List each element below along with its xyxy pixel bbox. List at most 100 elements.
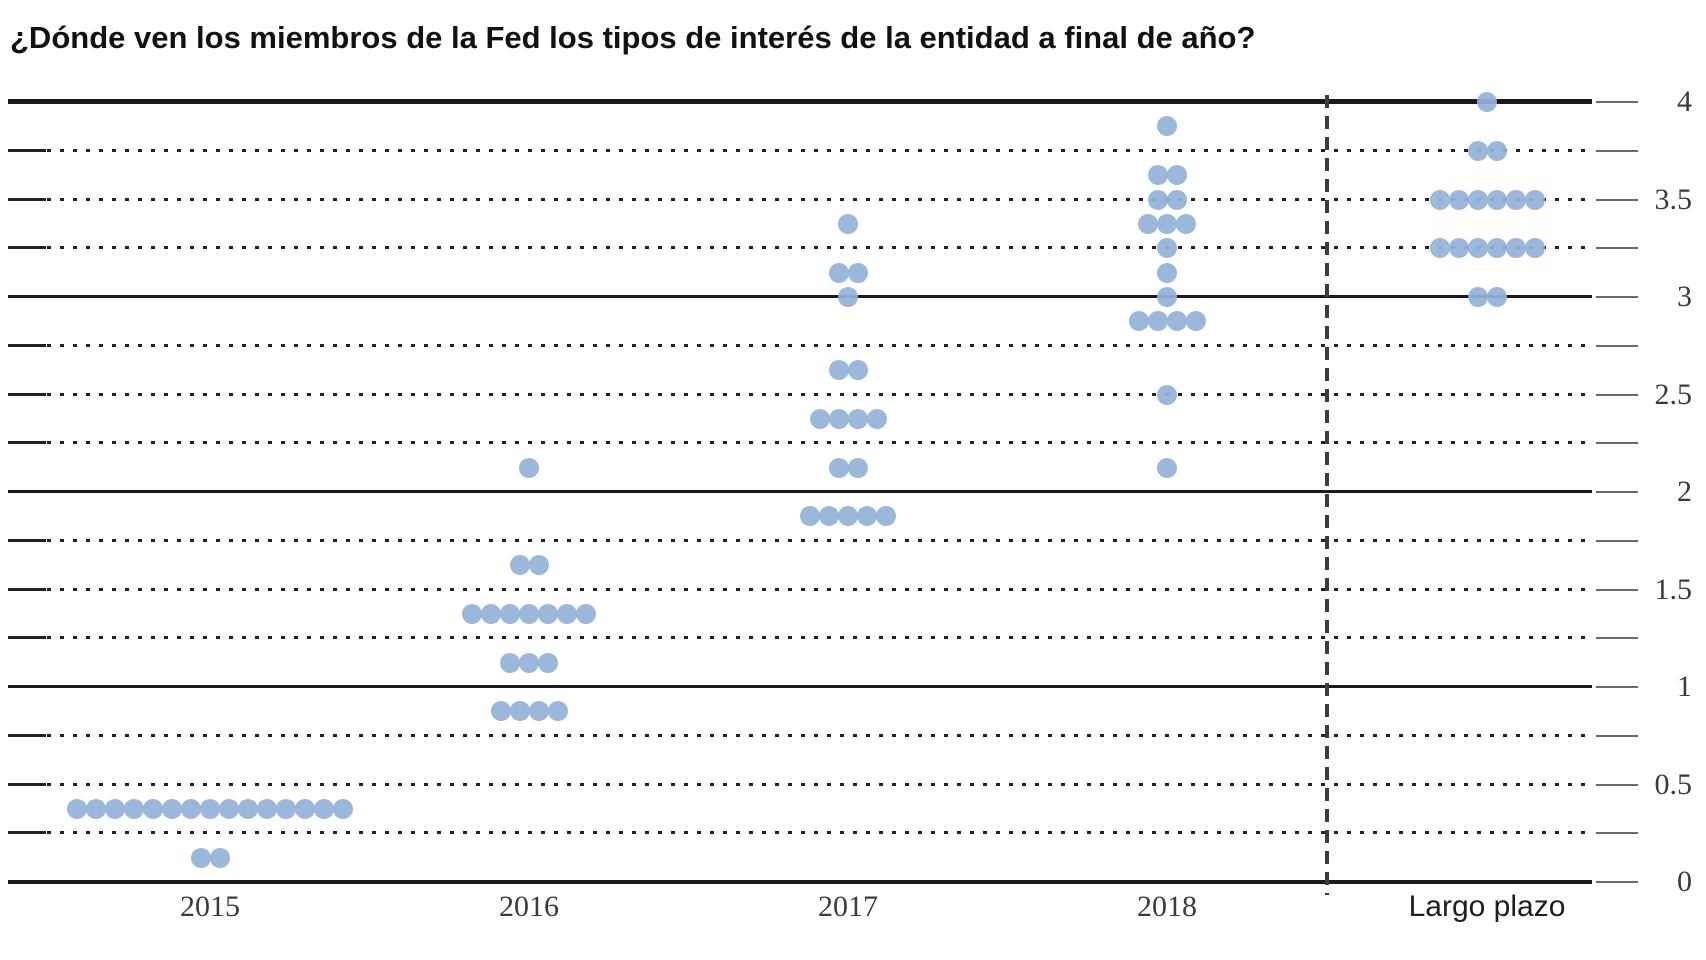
dot-2015-0.375	[67, 798, 87, 819]
gridline-right-tick-2.75	[1596, 344, 1638, 347]
dot-largo-plazo-3.5	[1429, 189, 1450, 210]
dot-2017-2.125	[847, 457, 868, 478]
dot-2018-3	[1157, 287, 1177, 307]
y-axis-label-0: 0	[1677, 865, 1692, 898]
y-axis-label-4: 4	[1677, 85, 1692, 118]
dot-2018-3.5	[1166, 189, 1187, 210]
dot-2017-1.875	[838, 506, 858, 527]
dot-largo-plazo-3.25	[1448, 238, 1469, 259]
gridline-right-tick-2.25	[1596, 442, 1638, 445]
dot-largo-plazo-3.25	[1486, 238, 1507, 259]
y-axis-label-1.5: 1.5	[1654, 572, 1693, 606]
dot-2017-2.625	[847, 360, 868, 381]
gridline-0.75	[8, 733, 1592, 737]
chart-title: ¿Dónde ven los miembros de la Fed los ti…	[10, 20, 1256, 55]
dot-2017-3.375	[838, 213, 858, 234]
dot-2017-3	[838, 287, 858, 307]
gridline-0	[8, 880, 1592, 884]
dot-2016-1.375	[576, 603, 596, 624]
x-axis-label-2015: 2015	[180, 890, 240, 923]
y-axis-label-2: 2	[1677, 475, 1692, 508]
dot-2016-0.875	[490, 701, 511, 722]
gridline-right-tick-2.5	[1596, 393, 1638, 396]
dot-largo-plazo-4	[1477, 92, 1497, 112]
dot-2018-3.375	[1138, 213, 1158, 234]
gridline-0.25	[8, 831, 1592, 835]
dot-2016-1.375	[500, 603, 520, 624]
dot-2016-0.875	[528, 701, 549, 722]
x-axis-label-2018: 2018	[1137, 890, 1197, 923]
dot-2016-1.375	[462, 603, 482, 624]
dot-2015-0.375	[314, 798, 334, 819]
dot-2018-2.875	[1128, 311, 1149, 332]
gridline-right-tick-3	[1596, 296, 1638, 298]
gridline-1.75	[8, 538, 1592, 542]
gridline-2	[8, 490, 1592, 493]
gridline-1.25	[8, 636, 1592, 640]
dot-largo-plazo-3.5	[1486, 189, 1507, 210]
dot-2015-0.375	[124, 798, 144, 819]
gridline-4	[8, 99, 1592, 104]
dot-2015-0.125	[209, 847, 230, 868]
dot-2018-3.625	[1147, 165, 1168, 186]
dot-2018-3.125	[1157, 262, 1177, 283]
dot-2018-2.875	[1147, 311, 1168, 332]
gridline-right-tick-1.5	[1596, 588, 1638, 591]
y-axis-label-3.5: 3.5	[1654, 182, 1693, 216]
dot-2017-1.875	[876, 506, 896, 527]
dot-largo-plazo-3.25	[1524, 238, 1545, 259]
dot-largo-plazo-3	[1486, 287, 1507, 307]
dot-2015-0.375	[143, 798, 163, 819]
gridline-right-tick-3.25	[1596, 247, 1638, 250]
dot-largo-plazo-3.25	[1429, 238, 1450, 259]
gridline-3.25	[8, 246, 1592, 250]
dot-2015-0.375	[162, 798, 182, 819]
dot-2017-2.375	[847, 408, 868, 429]
dot-2016-1.125	[500, 652, 520, 673]
gridline-2.75	[8, 343, 1592, 347]
dot-2015-0.375	[238, 798, 258, 819]
gridline-right-tick-3.5	[1596, 198, 1638, 201]
dot-2016-1.375	[538, 603, 558, 624]
dot-2018-2.875	[1166, 311, 1187, 332]
dot-largo-plazo-3.5	[1505, 189, 1526, 210]
dot-2016-1.625	[528, 555, 549, 576]
dot-largo-plazo-3.25	[1505, 238, 1526, 259]
dot-largo-plazo-3.5	[1448, 189, 1469, 210]
dot-2016-2.125	[519, 457, 539, 478]
dot-2018-3.25	[1157, 238, 1177, 259]
dot-2018-2.125	[1157, 457, 1177, 478]
dot-2017-1.875	[800, 506, 820, 527]
dot-largo-plazo-3.5	[1467, 189, 1488, 210]
dot-2017-2.125	[828, 457, 849, 478]
dot-2016-1.125	[538, 652, 558, 673]
dot-2018-2.5	[1157, 384, 1177, 405]
gridline-right-tick-0	[1596, 881, 1638, 883]
gridline-2.5	[8, 392, 1592, 396]
long-run-separator-line	[1325, 95, 1329, 895]
x-axis-label-2017: 2017	[818, 890, 878, 923]
gridline-3	[8, 295, 1592, 298]
dot-2018-3.875	[1157, 116, 1177, 137]
gridline-1	[8, 685, 1592, 688]
dot-2015-0.375	[105, 798, 125, 819]
gridline-right-tick-1.25	[1596, 637, 1638, 640]
dot-largo-plazo-3.25	[1467, 238, 1488, 259]
dot-2017-3.125	[828, 262, 849, 283]
dot-2017-3.125	[847, 262, 868, 283]
gridline-2.25	[8, 441, 1592, 445]
y-axis-label-1: 1	[1677, 670, 1692, 703]
dot-2016-1.375	[519, 603, 539, 624]
y-axis-label-2.5: 2.5	[1654, 377, 1693, 411]
dot-2017-1.875	[857, 506, 877, 527]
x-axis-label-2016: 2016	[499, 890, 559, 923]
dot-largo-plazo-3.75	[1486, 140, 1507, 161]
x-axis-label-largo-plazo: Largo plazo	[1408, 890, 1566, 923]
gridline-right-tick-3.75	[1596, 149, 1638, 152]
gridline-3.75	[8, 148, 1592, 152]
y-axis-label-3: 3	[1677, 280, 1692, 313]
dot-2016-0.875	[509, 701, 530, 722]
dot-2017-2.625	[828, 360, 849, 381]
gridline-1.5	[8, 587, 1592, 591]
